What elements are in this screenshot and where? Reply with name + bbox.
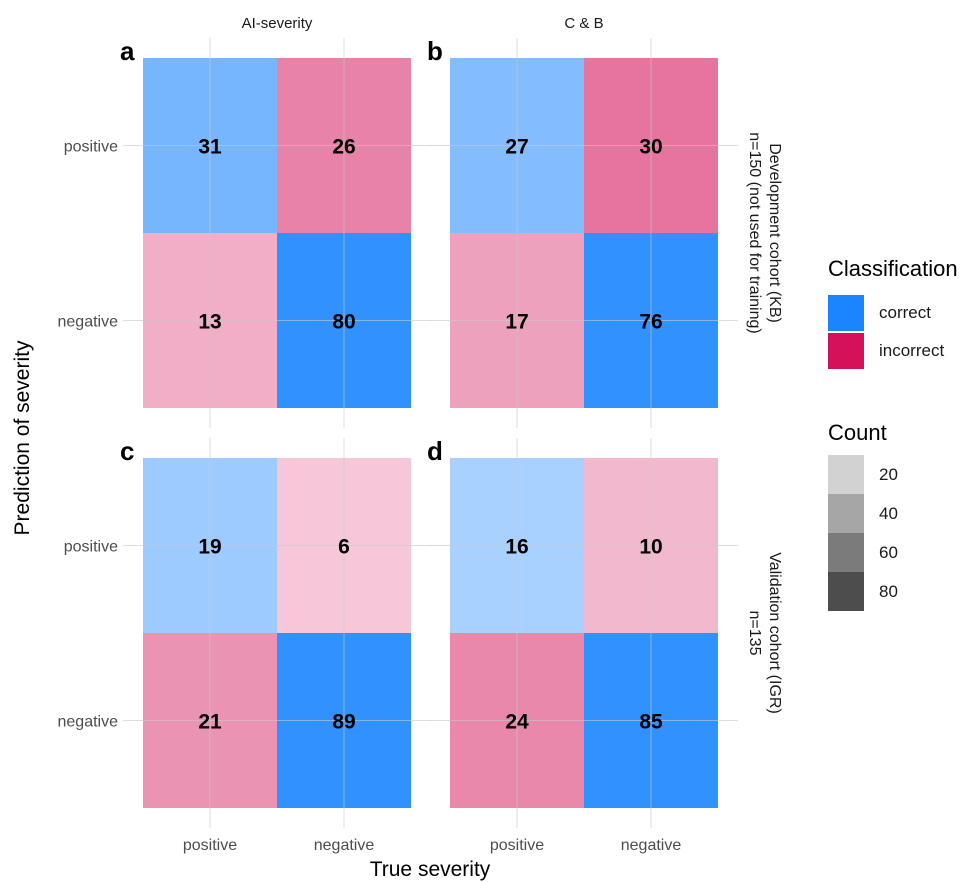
column-facet-label: AI-severity (242, 15, 313, 32)
legend-key-incorrect (828, 333, 864, 369)
cell-count-label: 24 (505, 711, 529, 734)
facet-strips-layer: AI-severity C & B Development cohort (KB)n… (242, 15, 783, 714)
axes-layer: True severity Prediction of severity (11, 340, 491, 881)
legend-title-classification: Classification (828, 256, 958, 281)
panel-letter: c (120, 436, 134, 466)
panel-letter: d (427, 436, 443, 466)
legend-label: 80 (879, 582, 898, 601)
cell-count-label: 6 (338, 536, 350, 559)
column-facet-label: C & B (564, 15, 603, 32)
legend-key-count (828, 572, 864, 611)
legend: Classification correct incorrect Count 20 40 6… (828, 256, 958, 611)
cell-count-label: 10 (639, 536, 662, 559)
panel-b: 27 30 17 76 b (427, 36, 738, 428)
cell-count-label: 30 (639, 136, 662, 159)
panel-a: 31 26 13 80 a positive negative (58, 36, 431, 428)
cell-count-label: 89 (332, 711, 355, 734)
legend-label: incorrect (879, 341, 944, 360)
cell-count-label: 16 (505, 536, 528, 559)
y-axis-title: Prediction of severity (11, 340, 34, 535)
row-facet-label: Development cohort (KB)n=150 (not used f… (746, 132, 783, 333)
panel-letter: a (120, 36, 135, 66)
cell-count-label: 27 (505, 136, 528, 159)
x-tick-label: negative (314, 837, 375, 854)
legend-label: correct (879, 303, 931, 322)
y-tick-label: negative (58, 314, 119, 331)
cell-count-label: 17 (505, 311, 528, 334)
x-tick-label: positive (183, 837, 237, 854)
cell-count-label: 26 (332, 136, 355, 159)
cell-count-label: 19 (198, 536, 221, 559)
cell-count-label: 85 (639, 711, 663, 734)
legend-label: 40 (879, 504, 898, 523)
cell-count-label: 13 (198, 311, 221, 334)
cell-count-label: 31 (198, 136, 222, 159)
cell-count-label: 76 (639, 311, 662, 334)
x-axis-title: True severity (370, 858, 491, 881)
x-tick-label: negative (621, 837, 682, 854)
row-facet-label: Validation cohort (IGR)n=135 (746, 552, 783, 714)
legend-key-count (828, 455, 864, 494)
y-tick-label: positive (64, 139, 118, 156)
y-tick-label: positive (64, 539, 118, 556)
legend-key-count (828, 494, 864, 533)
legend-label: 20 (879, 465, 898, 484)
y-tick-label: negative (58, 714, 119, 731)
legend-label: 60 (879, 543, 898, 562)
cell-count-label: 80 (332, 311, 355, 334)
panel-d: 16 10 24 85 d positive negative (427, 436, 738, 854)
panel-letter: b (427, 36, 443, 66)
legend-key-count (828, 533, 864, 572)
panel-c: 19 6 21 89 c positive negative positive negative (58, 436, 431, 854)
x-tick-label: positive (490, 837, 544, 854)
legend-key-correct (828, 295, 864, 331)
legend-title-count: Count (828, 420, 887, 445)
panels-layer: 31 26 13 80 a positive negative 27 30 17 76 b 19 6 21 8… (58, 36, 738, 854)
cell-count-label: 21 (198, 711, 222, 734)
